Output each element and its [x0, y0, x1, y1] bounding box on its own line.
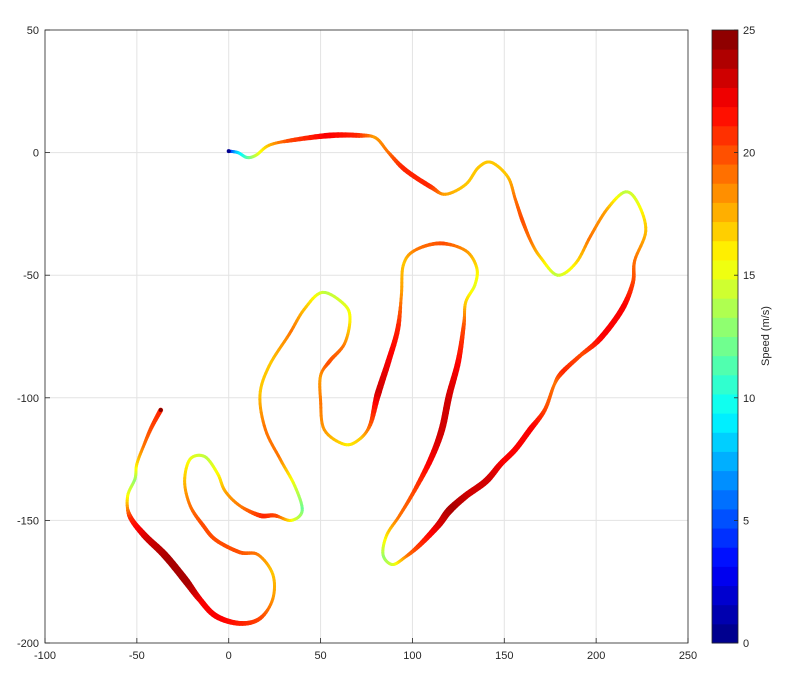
- colorbar-step: [712, 106, 738, 127]
- colorbar-step: [712, 585, 738, 606]
- start-marker: [226, 149, 231, 154]
- colorbar-step: [712, 336, 738, 357]
- colorbar-step: [712, 49, 738, 69]
- colorbar-step: [712, 240, 738, 261]
- x-tick-label: 250: [679, 650, 697, 662]
- y-tick-label: 0: [33, 148, 39, 160]
- colorbar-step: [712, 623, 738, 644]
- colorbar-step: [712, 221, 738, 242]
- x-tick-label: 0: [226, 650, 232, 662]
- colorbar-step: [712, 566, 738, 587]
- colorbar-step: [712, 259, 738, 280]
- x-axis: -100 -50 0 50 100 150 200 250: [34, 638, 697, 662]
- colorbar: 0 5 10 15 20 25: [711, 25, 755, 650]
- colorbar-step: [712, 317, 738, 337]
- colorbar-step: [712, 355, 738, 376]
- colorbar-step: [712, 528, 738, 548]
- colorbar-step: [712, 202, 738, 223]
- colorbar-tick-label: 0: [743, 638, 749, 650]
- colorbar-step: [712, 432, 738, 452]
- colorbar-step: [712, 30, 738, 50]
- end-marker: [158, 408, 163, 413]
- y-tick-label: -100: [17, 393, 39, 405]
- y-tick-label: -200: [17, 638, 39, 650]
- grid: [44, 29, 689, 644]
- x-tick-label: -50: [129, 650, 145, 662]
- x-tick-label: 150: [495, 650, 513, 662]
- colorbar-step: [712, 470, 738, 491]
- colorbar-tick-label: 25: [743, 25, 755, 37]
- colorbar-step: [712, 68, 738, 88]
- colorbar-step: [712, 144, 738, 165]
- x-tick-label: 50: [314, 650, 326, 662]
- colorbar-step: [712, 183, 738, 203]
- y-tick-label: -50: [23, 270, 39, 282]
- y-axis: -200 -150 -100 -50 0 50: [17, 25, 50, 650]
- colorbar-tick-label: 10: [743, 393, 755, 405]
- colorbar-step: [712, 489, 738, 510]
- x-tick-label: -100: [34, 650, 56, 662]
- colorbar-step: [712, 604, 738, 625]
- y-tick-label: -150: [17, 515, 39, 527]
- colorbar-step: [712, 164, 738, 184]
- colorbar-border: [711, 29, 739, 644]
- colorbar-step: [712, 298, 738, 318]
- colorbar-step: [712, 547, 738, 567]
- x-tick-label: 200: [587, 650, 605, 662]
- colorbar-step: [712, 125, 738, 146]
- colorbar-step: [712, 508, 738, 529]
- colorbar-step: [712, 413, 738, 433]
- y-tick-label: 50: [27, 25, 39, 37]
- colorbar-tick-label: 5: [743, 515, 749, 527]
- colorbar-step: [712, 87, 738, 108]
- colorbar-label: Speed (m/s): [760, 306, 772, 366]
- colorbar-step: [712, 374, 738, 395]
- colorbar-step: [712, 279, 738, 299]
- x-tick-label: 100: [403, 650, 421, 662]
- colorbar-step: [712, 393, 738, 414]
- axes-box: [44, 29, 689, 644]
- track: [125, 132, 648, 626]
- colorbar-tick-label: 20: [743, 148, 755, 160]
- colorbar-tick-label: 15: [743, 270, 755, 282]
- colorbar-step: [712, 451, 738, 472]
